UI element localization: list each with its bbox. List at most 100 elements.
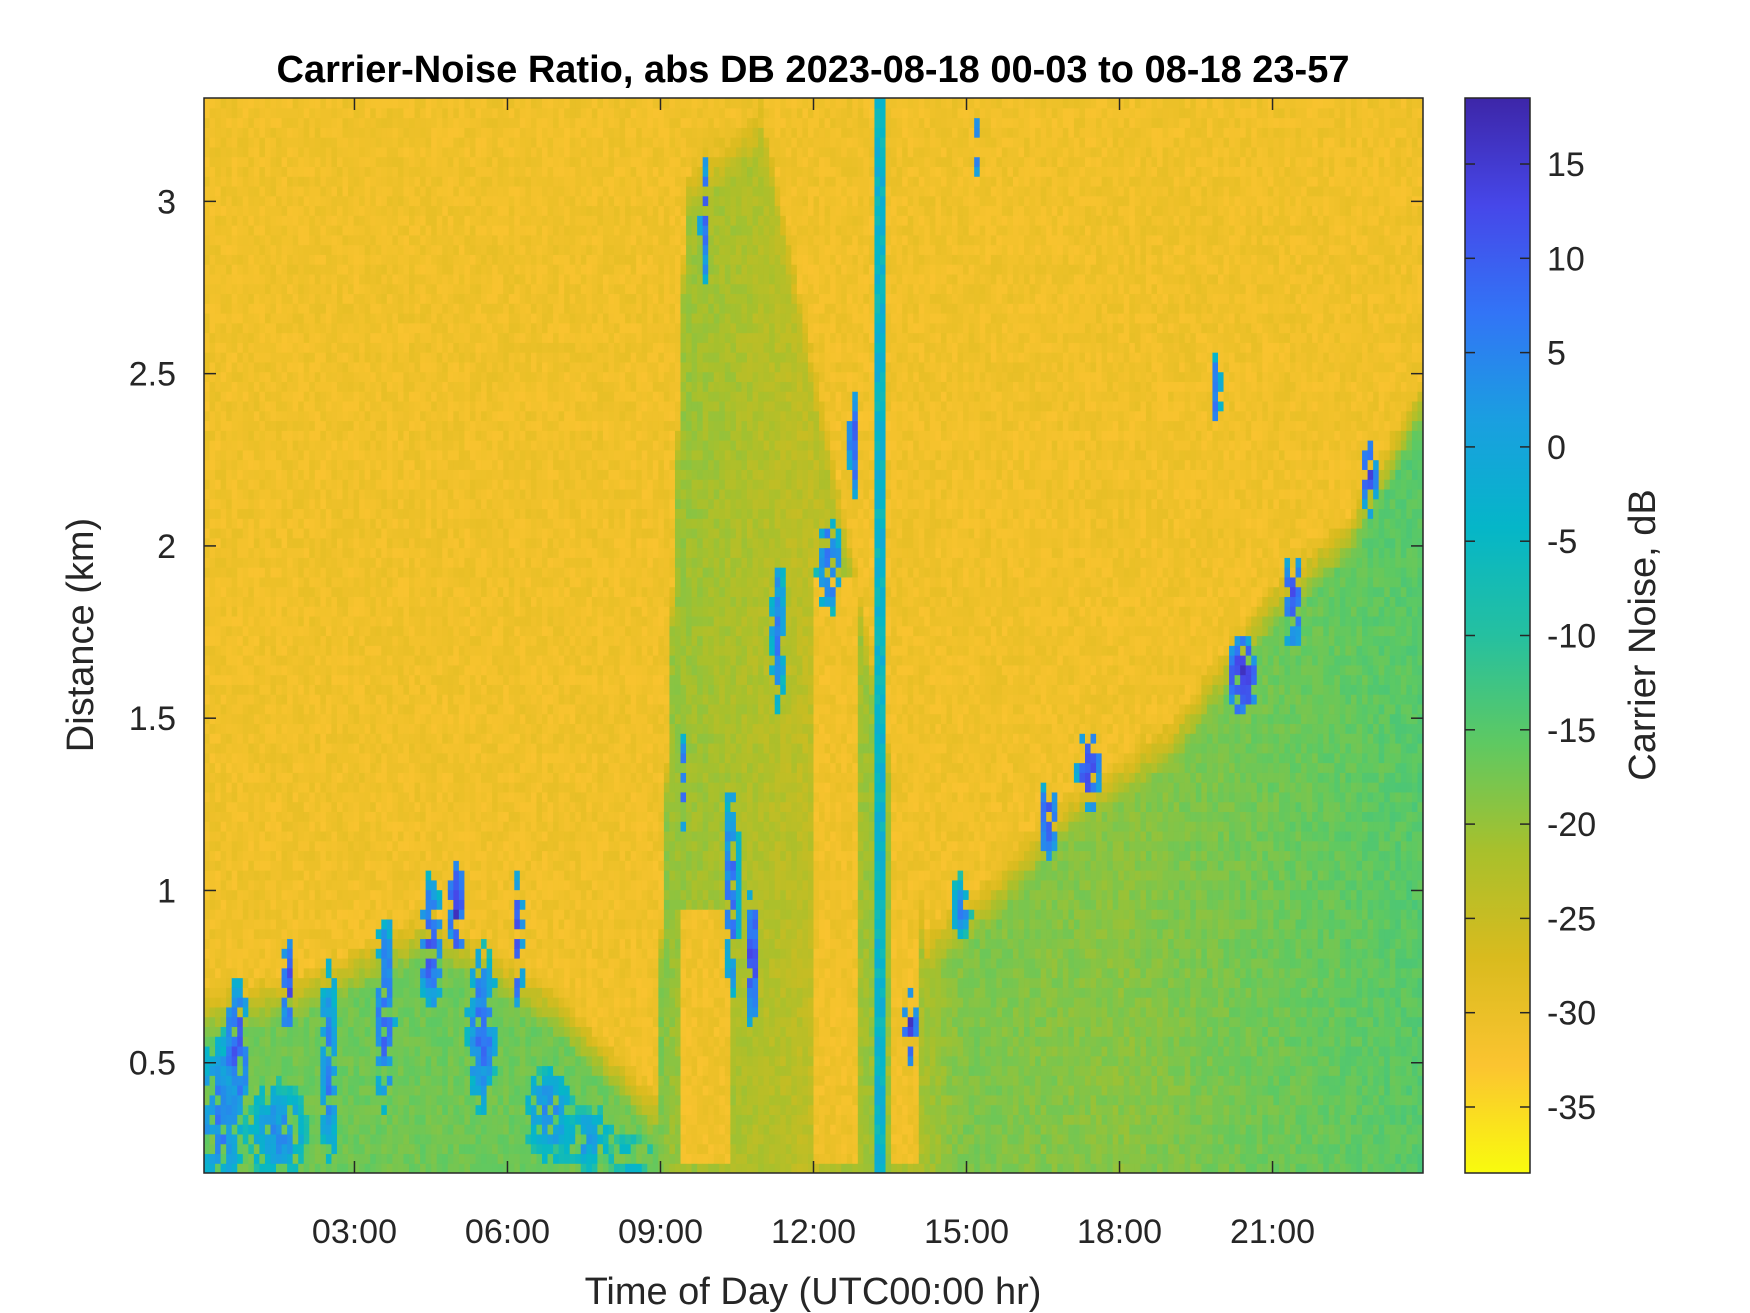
heatmap-cell bbox=[287, 205, 294, 216]
heatmap-cell bbox=[231, 479, 238, 490]
heatmap-cell bbox=[270, 899, 277, 910]
heatmap-cell bbox=[220, 918, 227, 930]
heatmap-cell bbox=[442, 469, 449, 480]
heatmap-cell bbox=[442, 1006, 449, 1018]
heatmap-cell bbox=[375, 352, 382, 363]
heatmap-cell bbox=[442, 1143, 449, 1155]
heatmap-cell bbox=[370, 1124, 377, 1135]
heatmap-cell bbox=[403, 1036, 410, 1047]
heatmap-cell bbox=[237, 1104, 244, 1115]
heatmap-cell bbox=[320, 1104, 327, 1115]
heatmap-cell bbox=[336, 625, 344, 637]
heatmap-cell bbox=[414, 342, 421, 353]
heatmap-cell bbox=[331, 762, 338, 773]
heatmap-cell bbox=[204, 185, 211, 197]
heatmap-cell bbox=[248, 498, 255, 510]
heatmap-cell bbox=[209, 1006, 216, 1018]
heatmap-cell bbox=[320, 547, 327, 558]
heatmap-cell bbox=[303, 1036, 310, 1047]
heatmap-cell bbox=[320, 332, 327, 343]
heatmap-cell bbox=[314, 801, 321, 813]
heatmap-cell bbox=[309, 459, 316, 470]
heatmap-cell bbox=[314, 127, 321, 138]
heatmap-cell bbox=[397, 1085, 405, 1096]
heatmap-cell bbox=[431, 166, 438, 177]
heatmap-cell bbox=[375, 1045, 382, 1057]
heatmap-cell bbox=[359, 684, 366, 695]
heatmap-cell bbox=[281, 918, 288, 930]
heatmap-cell bbox=[348, 713, 355, 725]
heatmap-cell bbox=[370, 1133, 377, 1145]
heatmap-cell bbox=[359, 332, 366, 343]
heatmap-cell bbox=[209, 987, 216, 998]
heatmap-cell bbox=[331, 107, 338, 119]
heatmap-cell bbox=[331, 625, 338, 637]
heatmap-cell bbox=[353, 674, 360, 685]
heatmap-cell bbox=[420, 303, 427, 314]
heatmap-cell bbox=[226, 1026, 233, 1037]
heatmap-cell bbox=[320, 1006, 327, 1018]
heatmap-cell bbox=[442, 830, 449, 842]
heatmap-cell bbox=[425, 723, 432, 734]
heatmap-cell bbox=[364, 440, 371, 451]
heatmap-cell bbox=[397, 606, 405, 617]
heatmap-cell bbox=[386, 322, 393, 334]
heatmap-cell bbox=[303, 322, 310, 334]
heatmap-cell bbox=[320, 381, 327, 392]
heatmap-cell bbox=[281, 488, 288, 500]
heatmap-cell bbox=[220, 195, 227, 207]
heatmap-cell bbox=[436, 1114, 443, 1125]
heatmap-cell bbox=[353, 684, 360, 695]
heatmap-cell bbox=[436, 508, 443, 519]
heatmap-cell bbox=[237, 371, 244, 383]
heatmap-cell bbox=[320, 146, 327, 158]
heatmap-cell bbox=[409, 1124, 416, 1135]
heatmap-cell bbox=[370, 997, 377, 1008]
heatmap-cell bbox=[270, 801, 277, 813]
heatmap-cell bbox=[392, 733, 399, 744]
heatmap-cell bbox=[204, 850, 211, 861]
heatmap-cell bbox=[264, 400, 272, 412]
heatmap-cell bbox=[431, 127, 438, 138]
heatmap-cell bbox=[303, 332, 310, 343]
heatmap-cell bbox=[320, 625, 327, 637]
heatmap-cell bbox=[442, 743, 449, 754]
heatmap-cell bbox=[331, 137, 338, 148]
heatmap-cell bbox=[403, 185, 410, 197]
heatmap-cell bbox=[320, 195, 327, 207]
heatmap-cell bbox=[414, 205, 421, 216]
heatmap-cell bbox=[248, 420, 255, 431]
heatmap-cell bbox=[314, 782, 321, 793]
heatmap-cell bbox=[331, 977, 338, 988]
heatmap-cell bbox=[320, 313, 327, 324]
heatmap-cell bbox=[220, 1075, 227, 1086]
heatmap-cell bbox=[364, 430, 371, 441]
heatmap-cell bbox=[264, 459, 272, 470]
heatmap-cell bbox=[209, 664, 216, 676]
heatmap-cell bbox=[331, 899, 338, 910]
heatmap-cell bbox=[242, 1085, 249, 1096]
heatmap-cell bbox=[253, 625, 261, 637]
heatmap-cell bbox=[292, 762, 299, 773]
heatmap-cell bbox=[453, 791, 460, 803]
heatmap-cell bbox=[342, 215, 349, 226]
heatmap-cell bbox=[270, 909, 277, 920]
heatmap-cell bbox=[204, 264, 211, 275]
heatmap-cell bbox=[325, 664, 333, 676]
heatmap-cell bbox=[381, 1163, 388, 1173]
heatmap-cell bbox=[386, 938, 393, 949]
heatmap-cell bbox=[270, 400, 277, 412]
heatmap-cell bbox=[253, 547, 261, 558]
heatmap-cell bbox=[431, 938, 438, 949]
heatmap-cell bbox=[215, 518, 222, 529]
heatmap-cell bbox=[220, 909, 227, 920]
heatmap-cell bbox=[264, 655, 272, 666]
heatmap-cell bbox=[409, 694, 416, 705]
heatmap-cell bbox=[386, 635, 393, 646]
heatmap-cell bbox=[453, 899, 460, 910]
heatmap-cell bbox=[436, 342, 443, 353]
heatmap-cell bbox=[336, 352, 344, 363]
heatmap-cell bbox=[420, 1026, 427, 1037]
heatmap-cell bbox=[409, 645, 416, 656]
heatmap-cell bbox=[270, 146, 277, 158]
